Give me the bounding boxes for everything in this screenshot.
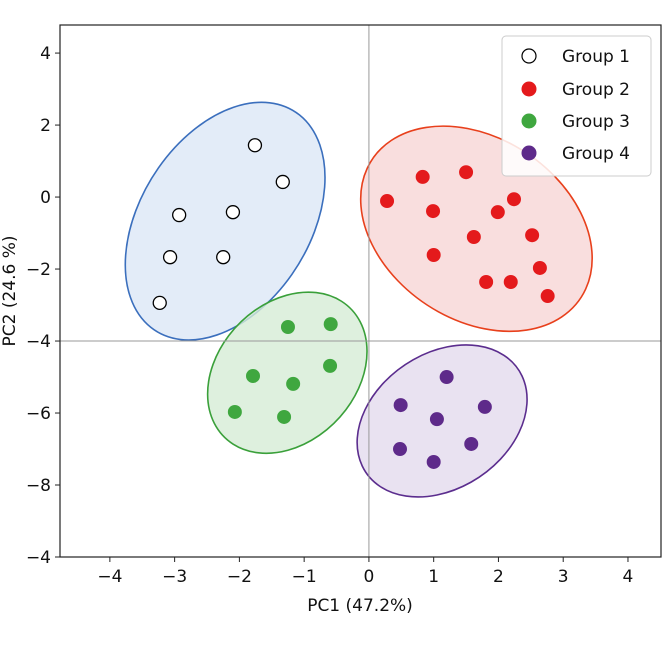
data-point-group-1	[172, 207, 187, 223]
confidence-ellipses	[91, 92, 631, 507]
data-point-group-2	[479, 275, 494, 290]
data-point-group-3	[277, 409, 292, 424]
data-point-group-2	[426, 204, 441, 219]
x-tick-label: 1	[428, 567, 439, 587]
legend-item-group-4: Group 4	[521, 144, 630, 164]
data-point-group-4	[429, 412, 444, 427]
y-tick-label: 4	[40, 44, 51, 64]
data-point-group-4	[464, 436, 479, 451]
y-axis-label: PC2 (24.6 %)	[0, 235, 20, 346]
ellipse-group-1	[91, 92, 359, 350]
data-point-group-2	[426, 248, 441, 263]
data-point-group-1	[225, 205, 241, 220]
x-tick-label: 4	[623, 567, 634, 587]
legend-label-group-1: Group 1	[562, 47, 630, 67]
data-point-group-3	[280, 319, 295, 334]
y-tick-label: −4	[26, 548, 51, 568]
x-tick-label: −4	[97, 567, 122, 587]
confidence-ellipse-group-3	[184, 284, 390, 461]
legend: Group 1 Group 2 Group 3 Group 4	[501, 35, 652, 177]
data-point-group-1	[247, 138, 263, 153]
data-point-group-3	[323, 358, 338, 373]
x-tick-label: 0	[364, 567, 375, 587]
axes-frame	[59, 24, 662, 558]
data-point-group-2	[525, 228, 540, 243]
y-tick-label: −4	[26, 332, 51, 352]
data-point-group-3	[245, 368, 260, 383]
data-point-group-4	[477, 399, 492, 414]
legend-box	[501, 35, 652, 177]
data-point-group-4	[393, 398, 408, 413]
legend-marker-group-2	[521, 81, 537, 97]
data-point-group-2	[380, 194, 395, 209]
data-point-group-4	[393, 442, 408, 457]
data-point-group-2	[503, 275, 518, 290]
data-point-group-2	[490, 205, 505, 220]
data-point-group-2	[415, 169, 430, 184]
data-point-group-4	[439, 370, 454, 385]
y-tick-label: −6	[26, 404, 51, 424]
legend-marker-group-3	[521, 113, 537, 129]
y-tick-label: −8	[26, 476, 51, 496]
data-point-group-1	[162, 250, 178, 265]
data-point-group-1	[216, 250, 231, 265]
legend-item-group-1: Group 1	[521, 47, 630, 67]
x-tick-label: −2	[227, 567, 252, 587]
y-tick-label: 2	[40, 116, 51, 136]
ellipse-group-3	[184, 284, 390, 461]
x-tick-label: 2	[493, 567, 504, 587]
y-tick-label: −2	[26, 260, 51, 280]
data-points	[152, 138, 555, 469]
x-tick-label: −1	[292, 567, 317, 587]
data-point-group-4	[426, 454, 441, 469]
x-tick-label: 3	[558, 567, 569, 587]
x-axis-label: PC1 (47.2%)	[307, 596, 413, 616]
legend-marker-group-4	[521, 145, 537, 161]
data-point-group-2	[466, 230, 481, 245]
confidence-ellipse-group-1	[91, 92, 359, 350]
data-point-group-2	[540, 289, 555, 304]
legend-label-group-4: Group 4	[562, 144, 630, 164]
legend-item-group-3: Group 3	[521, 112, 630, 132]
y-axis-ticks: 4 2 0 −2 −4 −6 −8 −4	[26, 44, 60, 568]
data-point-group-3	[227, 404, 242, 419]
data-point-group-3	[323, 317, 338, 332]
data-point-group-3	[286, 376, 301, 391]
legend-marker-group-1	[521, 48, 537, 64]
x-axis-ticks: −4 −3 −2 −1 0 1 2 3 4	[97, 557, 633, 587]
data-point-group-1	[275, 174, 290, 190]
data-point-group-1	[152, 295, 167, 311]
data-point-group-2	[459, 165, 474, 180]
legend-item-group-2: Group 2	[521, 80, 630, 100]
data-point-group-2	[532, 260, 547, 275]
x-tick-label: −3	[162, 567, 187, 587]
legend-label-group-2: Group 2	[562, 80, 630, 100]
y-tick-label: 0	[40, 188, 51, 208]
reference-lines	[60, 25, 661, 557]
legend-label-group-3: Group 3	[562, 112, 630, 132]
data-point-group-2	[506, 192, 521, 207]
